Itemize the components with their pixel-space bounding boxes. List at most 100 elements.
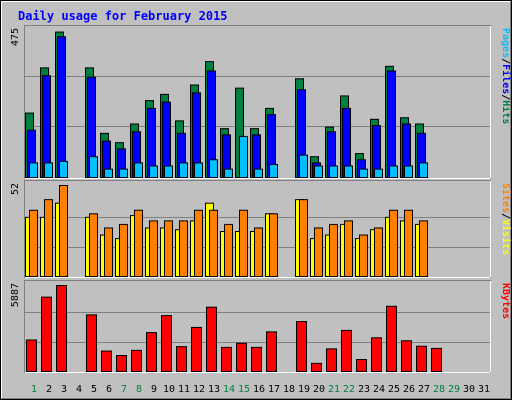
pages-bar-day-25 <box>389 165 398 178</box>
sites-bar-day-21 <box>329 223 338 278</box>
kbytes-bar-day-16 <box>251 346 262 373</box>
pages-bar-day-13 <box>209 159 218 179</box>
day-label-8: 8 <box>136 384 142 395</box>
day-label-6: 6 <box>106 384 112 395</box>
day-label-21: 21 <box>328 384 340 395</box>
sites-bar-day-25 <box>389 209 398 277</box>
day-label-7: 7 <box>121 384 127 395</box>
kbytes-bar-day-26 <box>401 340 412 372</box>
pages-bar-day-22 <box>344 165 353 178</box>
hits-panel-legend-item-2: Files <box>500 64 512 94</box>
hits-panel-legend-item-1: / <box>500 58 511 64</box>
kbytes-bar-day-19 <box>296 321 307 372</box>
sites-bar-day-1 <box>29 209 38 277</box>
day-label-20: 20 <box>313 384 325 395</box>
day-label-18: 18 <box>283 384 295 395</box>
day-label-12: 12 <box>193 384 205 395</box>
day-label-3: 3 <box>61 384 67 395</box>
day-label-9: 9 <box>151 384 157 395</box>
day-label-16: 16 <box>253 384 265 395</box>
kbytes-bar-day-25 <box>386 305 397 372</box>
day-label-4: 4 <box>76 384 82 395</box>
pages-bar-day-8 <box>134 162 143 178</box>
day-label-31: 31 <box>478 384 490 395</box>
kbytes-bar-day-13 <box>206 306 217 373</box>
day-label-14: 14 <box>223 384 235 395</box>
pages-bar-day-14 <box>224 168 233 179</box>
kbytes-bar-day-28 <box>431 347 442 372</box>
kbytes-bar-day-11 <box>176 346 187 373</box>
pages-bar-day-15 <box>239 135 248 178</box>
day-label-23: 23 <box>358 384 370 395</box>
kbytes-bar-day-21 <box>326 348 337 372</box>
sites-bar-day-3 <box>59 185 68 277</box>
files-bar-day-3 <box>57 36 66 178</box>
files-bar-day-25 <box>387 70 396 178</box>
day-label-17: 17 <box>268 384 280 395</box>
kbytes-bar-day-1 <box>26 339 37 372</box>
pages-bar-day-19 <box>299 154 308 178</box>
sites-bar-day-5 <box>89 213 98 277</box>
pages-bar-day-21 <box>329 165 338 178</box>
kbytes-bar-day-2 <box>41 296 52 373</box>
chart-title: Daily usage for February 2015 <box>18 9 228 23</box>
kbytes-bar-day-7 <box>116 355 127 372</box>
visits-panel-legend-item-2: Visits <box>500 219 512 255</box>
day-label-26: 26 <box>403 384 415 395</box>
pages-bar-day-27 <box>419 162 428 178</box>
day-label-28: 28 <box>433 384 445 395</box>
day-label-10: 10 <box>163 384 175 395</box>
sites-bar-day-22 <box>344 220 353 277</box>
pages-bar-day-9 <box>149 165 158 178</box>
sites-bar-day-6 <box>104 227 113 277</box>
sites-bar-day-7 <box>119 223 128 278</box>
sites-bar-day-2 <box>44 199 53 277</box>
hits-panel-legend: Pages/Files/Hits <box>500 28 512 124</box>
sites-bar-day-23 <box>359 234 368 278</box>
day-label-2: 2 <box>46 384 52 395</box>
sites-bar-day-19 <box>299 199 308 277</box>
day-label-30: 30 <box>463 384 475 395</box>
kbytes-bar-day-14 <box>221 346 232 373</box>
visits-panel-legend-item-1: / <box>500 213 511 219</box>
day-label-22: 22 <box>343 384 355 395</box>
hits-panel-legend-item-4: Hits <box>500 100 512 124</box>
pages-bar-day-16 <box>254 168 263 179</box>
pages-bar-day-23 <box>359 168 368 179</box>
pages-bar-day-12 <box>194 162 203 178</box>
day-label-25: 25 <box>388 384 400 395</box>
pages-bar-day-17 <box>269 163 278 178</box>
sites-bar-day-17 <box>269 213 278 277</box>
day-label-27: 27 <box>418 384 430 395</box>
sites-bar-day-26 <box>404 209 413 277</box>
kbytes-panel-legend: KBytes <box>500 283 511 319</box>
kbytes-bar-day-24 <box>371 337 382 372</box>
kbytes-bar-day-20 <box>311 362 322 372</box>
pages-bar-day-2 <box>44 162 53 178</box>
pages-bar-day-5 <box>89 156 98 178</box>
day-label-29: 29 <box>448 384 460 395</box>
pages-bar-day-20 <box>314 165 323 178</box>
pages-bar-day-26 <box>404 165 413 178</box>
pages-bar-day-6 <box>104 168 113 179</box>
day-label-13: 13 <box>208 384 220 395</box>
day-label-1: 1 <box>31 384 37 395</box>
day-label-5: 5 <box>91 384 97 395</box>
kbytes-bar-day-9 <box>146 332 157 372</box>
visits-panel-legend: Sites/Visits <box>500 183 512 255</box>
sites-bar-day-20 <box>314 227 323 277</box>
kbytes-bar-day-12 <box>191 326 202 373</box>
sites-bar-day-12 <box>194 209 203 277</box>
kbytes-panel-max-label: 5887 <box>10 283 21 307</box>
sites-bar-day-15 <box>239 209 248 277</box>
kbytes-panel-legend-item-0: KBytes <box>500 283 511 319</box>
kbytes-bar-day-23 <box>356 358 367 373</box>
hits-panel-legend-item-0: Pages <box>500 28 511 58</box>
sites-bar-day-8 <box>134 209 143 277</box>
kbytes-bar-day-6 <box>101 350 112 373</box>
sites-bar-day-27 <box>419 220 428 277</box>
kbytes-bar-day-3 <box>56 285 67 372</box>
pages-bar-day-24 <box>374 168 383 179</box>
day-label-24: 24 <box>373 384 385 395</box>
